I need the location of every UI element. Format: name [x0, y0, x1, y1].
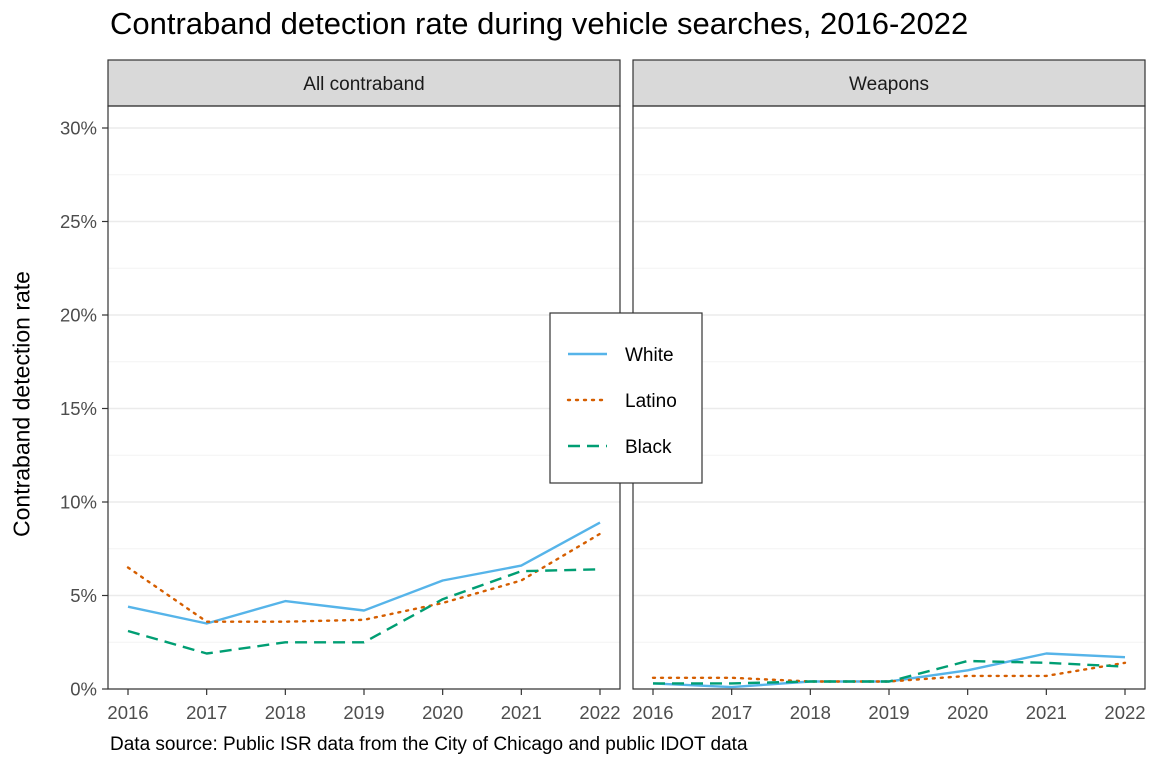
- panel-border: [632, 105, 1146, 690]
- y-tick-label: 10%: [60, 492, 97, 513]
- x-tick-label: 2018: [790, 702, 831, 723]
- x-tick-label: 2016: [107, 702, 148, 723]
- x-tick-label: 2020: [947, 702, 988, 723]
- x-tick-label: 2021: [1026, 702, 1067, 723]
- chart-caption: Data source: Public ISR data from the Ci…: [110, 734, 748, 755]
- panel-strip: [107, 59, 621, 107]
- y-tick-label: 5%: [70, 585, 97, 606]
- panel-strip-label: All contraband: [303, 74, 424, 95]
- x-tick-label: 2017: [711, 702, 752, 723]
- y-tick-label: 20%: [60, 305, 97, 326]
- x-tick-label: 2019: [868, 702, 909, 723]
- y-tick-label: 30%: [60, 118, 97, 139]
- panel-border: [107, 105, 621, 690]
- x-tick-label: 2016: [632, 702, 673, 723]
- panel-1: All contraband 2016 2017 2018 2019 2020 2021 20…: [60, 59, 621, 723]
- x-tick-label: 2022: [579, 702, 620, 723]
- y-tick-label: 0%: [70, 679, 97, 700]
- panel-strip-label: Weapons: [849, 74, 929, 95]
- x-tick-label: 2019: [343, 702, 384, 723]
- legend: White Latino Black: [549, 312, 703, 484]
- series-line-latino: [126, 532, 602, 623]
- chart-title: Contraband detection rate during vehicle…: [110, 6, 969, 41]
- series-line-latino: [651, 661, 1127, 683]
- legend-label-black: Black: [625, 437, 672, 458]
- series-line-black: [653, 659, 1126, 685]
- x-tick-label: 2021: [501, 702, 542, 723]
- legend-label-latino: Latino: [625, 391, 677, 412]
- legend-box: [549, 312, 703, 484]
- series-line-white: [127, 521, 601, 625]
- y-tick-label: 25%: [60, 211, 97, 232]
- x-tick-label: 2017: [186, 702, 227, 723]
- y-tick-label: 15%: [60, 398, 97, 419]
- x-tick-label: 2020: [422, 702, 463, 723]
- x-tick-label: 2022: [1104, 702, 1145, 723]
- x-tick-label: 2018: [265, 702, 306, 723]
- series-line-black: [127, 568, 601, 655]
- panel-strip: [632, 59, 1146, 107]
- legend-label-white: White: [625, 345, 674, 366]
- panel-2: Weapons 2016 2017 2018 2019 2020 2021 2022: [632, 59, 1146, 723]
